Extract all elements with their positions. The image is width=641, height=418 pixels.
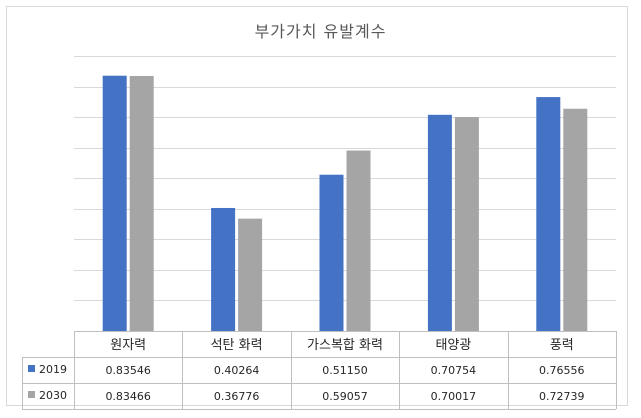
bar-2030-4: [563, 108, 588, 331]
category-label: 풍력: [550, 338, 574, 353]
data-label: 0.83466: [105, 390, 151, 403]
category-label: 태양광: [435, 338, 471, 353]
data-label: 0.51150: [322, 364, 368, 377]
bar-2030-3: [454, 117, 479, 331]
data-label: 0.40264: [214, 364, 260, 377]
category-label: 가스복합 화력: [307, 338, 383, 353]
category-label: 석탄 화력: [211, 338, 263, 353]
data-label: 0.72739: [539, 390, 585, 403]
bar-2030-2: [346, 150, 371, 331]
category-label: 원자력: [110, 338, 146, 353]
data-label: 0.70754: [431, 364, 477, 377]
legend-swatch-2019: [28, 365, 35, 372]
data-label: 0.70017: [431, 390, 477, 403]
bar-2030-1: [238, 218, 263, 331]
legend-label-2030: 2030: [39, 389, 67, 402]
bar-2030-0: [129, 75, 154, 331]
legend-label-2019: 2019: [39, 363, 67, 376]
bar-2019-2: [319, 174, 344, 331]
data-label: 0.83546: [105, 364, 151, 377]
bar-2019-1: [211, 207, 236, 331]
data-label: 0.59057: [322, 390, 368, 403]
data-label: 0.36776: [214, 390, 260, 403]
chart-frame: [6, 6, 628, 406]
data-label: 0.76556: [539, 364, 585, 377]
legend-swatch-2030: [28, 391, 35, 398]
bar-2019-4: [536, 97, 561, 331]
bar-2019-0: [102, 75, 127, 332]
bar-2019-3: [427, 114, 452, 331]
chart-title: 부가가치 유발계수: [254, 22, 387, 41]
